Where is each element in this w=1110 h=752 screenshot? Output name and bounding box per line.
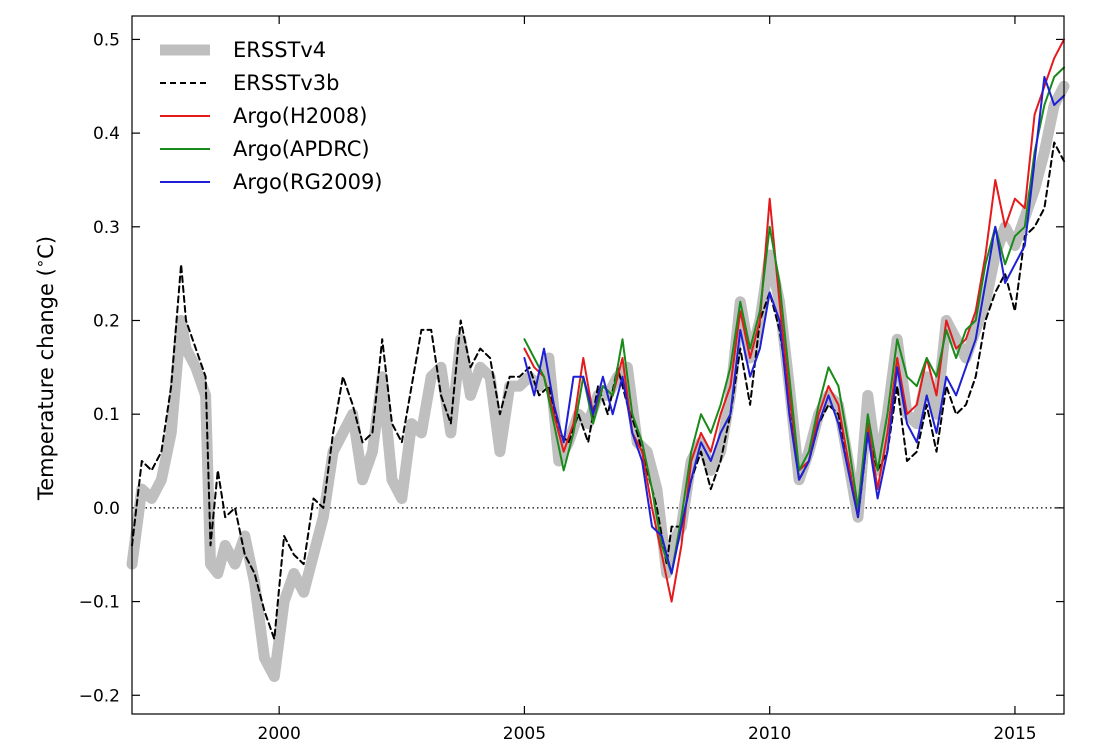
x-tick-label: 2010 [748, 724, 791, 744]
legend-label: ERSSTv4 [233, 38, 326, 62]
series-line-1 [131, 141, 1065, 640]
tick-labels: 2000 2005 2010 2015 −0.2 −0.1 0.0 0.1 0.2 0.3 0.4 0… [79, 30, 1037, 744]
y-tick-label: 0.2 [93, 311, 120, 331]
series-line-4 [523, 75, 1065, 575]
y-tick-label: 0.4 [93, 124, 120, 144]
y-axis-title-degree: ∘ [31, 259, 49, 268]
legend-label: Argo(H2008) [233, 104, 367, 128]
y-axis-title: Temperature change (∘C) [31, 236, 58, 501]
y-axis-title-part2: C) [34, 236, 58, 259]
y-tick-label: 0.1 [93, 405, 120, 425]
legend-label: Argo(APDRC) [233, 137, 370, 161]
series-line-3 [523, 66, 1065, 575]
y-tick-label: 0.5 [93, 30, 120, 50]
y-axis-title-part1: Temperature change ( [34, 268, 58, 501]
y-tick-label: 0.3 [93, 218, 120, 238]
x-tick-label: 2015 [993, 724, 1036, 744]
x-tick-label: 2000 [258, 724, 301, 744]
y-tick-label: −0.1 [79, 593, 120, 613]
axis-ticks [132, 16, 1064, 714]
legend-label: ERSSTv3b [233, 71, 339, 95]
y-tick-label: −0.2 [79, 686, 120, 706]
plot-frame [131, 15, 1065, 715]
y-tick-label: 0.0 [93, 499, 120, 519]
legend: ERSSTv4 ERSSTv3b Argo(H2008) Argo(APDRC) Arg… [160, 38, 383, 194]
x-tick-label: 2005 [503, 724, 546, 744]
legend-label: Argo(RG2009) [233, 170, 383, 194]
series-layer [126, 38, 1070, 682]
